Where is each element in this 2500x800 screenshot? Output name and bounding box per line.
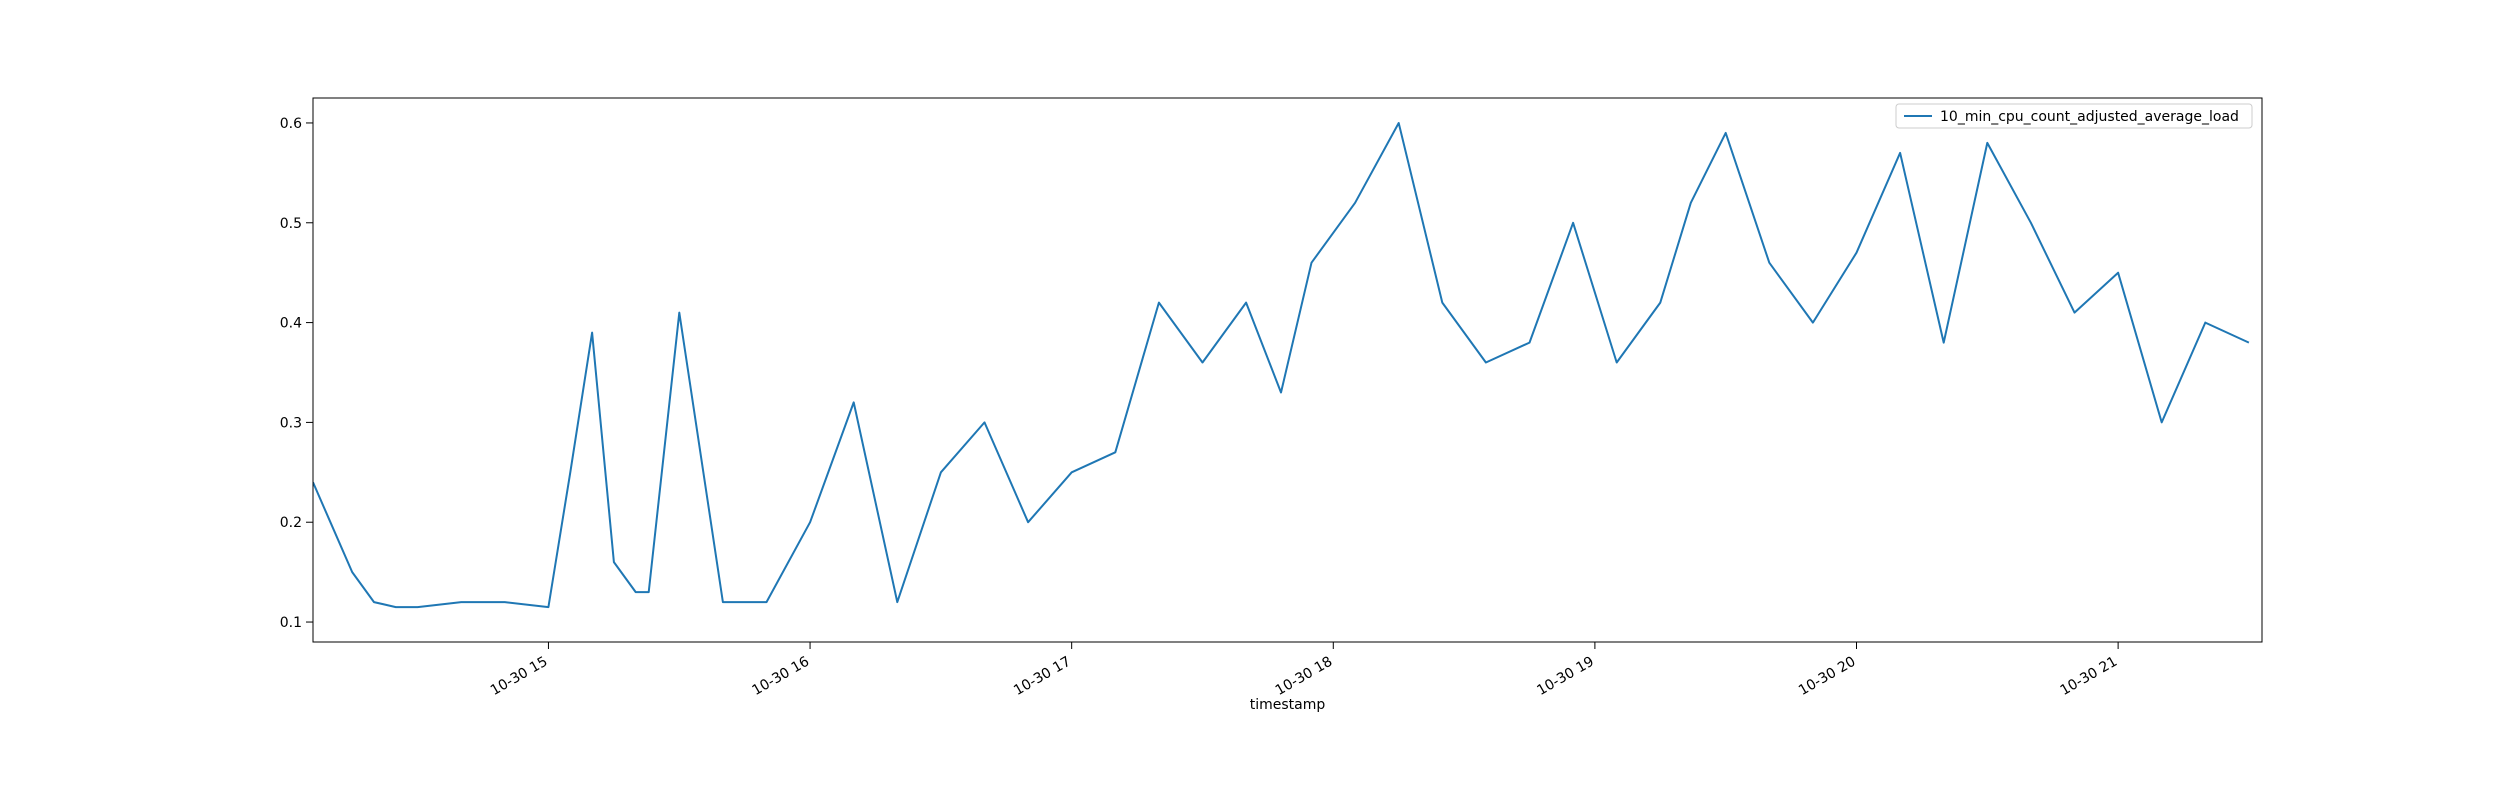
y-tick-label: 0.5 [280, 216, 302, 232]
series-layer [313, 122, 2250, 609]
series-line [313, 122, 2250, 609]
plot-frame [312, 97, 2263, 643]
y-tick-label: 0.1 [280, 615, 302, 631]
legend: 10_min_cpu_count_adjusted_average_load [1895, 103, 2253, 129]
y-tick-label: 0.2 [280, 515, 302, 531]
y-axis: 0.1 0.2 0.3 0.4 0.5 0.6 [280, 116, 313, 631]
y-tick-label: 0.3 [280, 415, 302, 431]
legend-box [1895, 103, 2253, 129]
y-tick-label: 0.6 [280, 116, 302, 132]
x-axis-title: timestamp [1250, 697, 1326, 713]
legend-label: 10_min_cpu_count_adjusted_average_load [1940, 109, 2239, 125]
y-tick-label: 0.4 [280, 316, 302, 332]
